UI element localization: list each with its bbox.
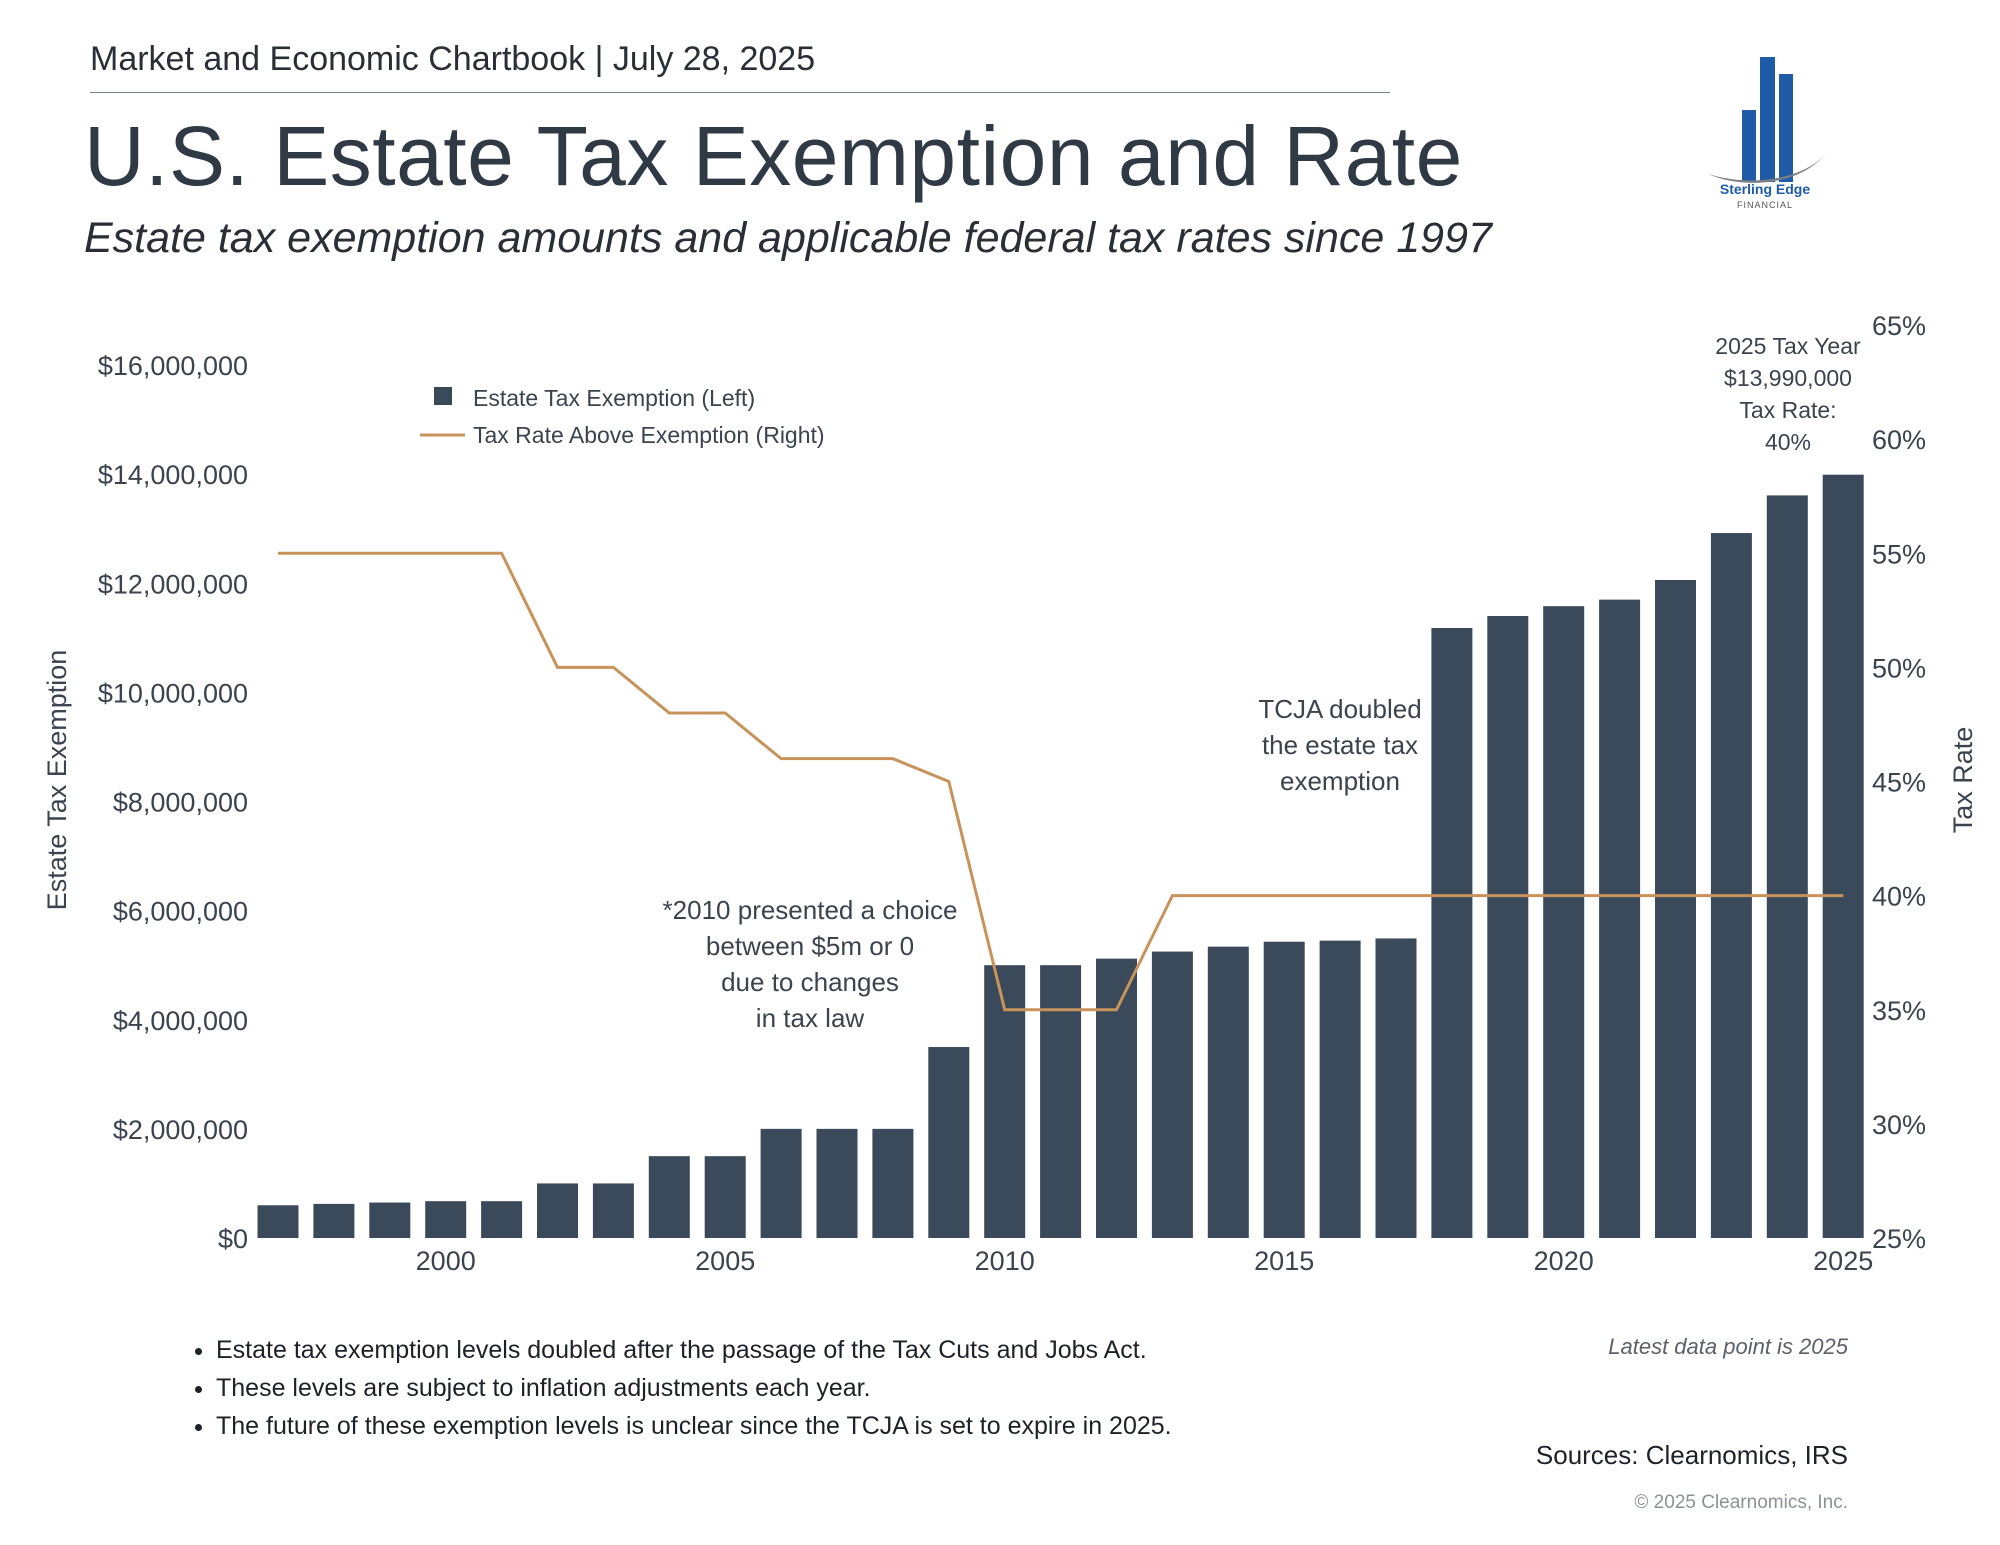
latest-annotation: 40% [1765,429,1811,455]
page-title: U.S. Estate Tax Exemption and Rate [84,109,1463,203]
year-2010-annotation: *2010 presented a choice [663,895,958,925]
exemption-bar [1710,533,1752,1238]
left-axis-tick: $10,000,000 [98,678,248,708]
x-axis-tick: 2010 [975,1246,1035,1276]
exemption-bar [1319,940,1361,1238]
notes-list: Estate tax exemption levels doubled afte… [180,1336,1172,1450]
tax-rate-line [278,551,1844,1012]
exemption-bar [1822,474,1864,1238]
right-axis-tick: 50% [1872,653,1926,683]
latest-annotation: $13,990,000 [1724,365,1852,391]
left-axis-tick: $12,000,000 [98,569,248,599]
logo-subtitle: FINANCIAL [1736,200,1793,210]
sterling-edge-logo [1708,57,1828,183]
x-axis-tick: 2020 [1534,1246,1594,1276]
exemption-bar [704,1156,746,1238]
logo-name: Sterling Edge [1719,181,1811,197]
estate-tax-chart: $0 $2,000,000 $4,000,000 $6,000,000 $8,000,0… [42,311,1978,1276]
exemption-bar [1655,579,1696,1238]
left-axis-tick: $6,000,000 [113,897,248,927]
right-axis-tick: 40% [1872,882,1926,912]
year-2010-annotation: due to changes [721,967,899,997]
right-axis-tick: 25% [1872,1224,1926,1254]
legend-line-label: Tax Rate Above Exemption (Right) [473,422,825,448]
latest-data-note: Latest data point is 2025 [1608,1334,1848,1359]
right-axis-tick: 35% [1872,996,1926,1026]
logo-bar-3 [1779,74,1793,182]
year-2010-annotation: between $5m or 0 [706,931,914,961]
exemption-bar [1263,941,1305,1238]
right-axis-tick: 65% [1872,311,1926,341]
exemption-bar [1096,958,1137,1238]
right-axis-tick: 60% [1872,425,1926,455]
exemption-bar [1599,599,1641,1238]
legend-bar-swatch [434,387,452,405]
right-axis-label: Tax Rate [1948,727,1978,834]
x-axis-tick: 2015 [1254,1246,1314,1276]
exemption-bar [257,1205,299,1238]
exemption-bar [872,1128,914,1238]
year-2010-annotation: in tax law [756,1003,865,1033]
header-divider [90,92,1390,93]
left-axis-label: Estate Tax Exemption [42,650,72,911]
latest-annotation: 2025 Tax Year [1715,333,1861,359]
exemption-bar [648,1156,690,1238]
left-axis-tick: $14,000,000 [98,460,248,490]
page-subtitle: Estate tax exemption amounts and applica… [84,214,1492,262]
exemption-bar [1431,627,1473,1238]
latest-annotation: Tax Rate: [1739,397,1836,423]
left-axis-tick: $16,000,000 [98,351,248,381]
logo-bar-1 [1742,110,1756,182]
exemption-bar [816,1128,858,1238]
exemption-bar [1543,606,1585,1238]
exemption-bar [1040,965,1082,1238]
note-item: These levels are subject to inflation ad… [216,1374,1172,1403]
left-axis-tick: $4,000,000 [113,1006,248,1036]
copyright: © 2025 Clearnomics, Inc. [1634,1492,1848,1513]
exemption-bar [369,1202,411,1238]
exemption-bar [1375,938,1417,1238]
exemption-bar [313,1203,355,1238]
exemption-bar [928,1047,970,1238]
left-axis-tick: $0 [218,1224,248,1254]
exemption-bar [425,1201,467,1238]
left-axis-tick: $8,000,000 [113,788,248,818]
sources: Sources: Clearnomics, IRS [1535,1440,1848,1470]
legend-bar-label: Estate Tax Exemption (Left) [473,385,755,411]
chartbook-header: Market and Economic Chartbook | July 28,… [90,40,816,78]
exemption-bar [760,1128,802,1238]
right-axis-tick: 45% [1872,768,1926,798]
exemption-bar [1207,946,1249,1238]
x-axis-tick: 2005 [695,1246,755,1276]
note-item: The future of these exemption levels is … [216,1412,1172,1441]
x-axis-tick: 2000 [416,1246,476,1276]
tcja-annotation: exemption [1280,766,1400,796]
left-axis-tick: $2,000,000 [113,1115,248,1145]
tcja-annotation: TCJA doubled [1258,694,1421,724]
right-axis-tick: 30% [1872,1110,1926,1140]
exemption-bar [592,1183,634,1238]
exemption-bar [1487,615,1529,1238]
exemption-bar [1766,495,1808,1238]
logo-bar-2 [1760,57,1775,182]
exemption-bar [1151,951,1193,1238]
right-axis-tick: 55% [1872,539,1926,569]
exemption-bar [537,1183,578,1238]
tcja-annotation: the estate tax [1262,730,1418,760]
x-axis-tick: 2025 [1813,1246,1873,1276]
note-item: Estate tax exemption levels doubled afte… [216,1336,1172,1365]
exemption-bar [481,1201,523,1238]
